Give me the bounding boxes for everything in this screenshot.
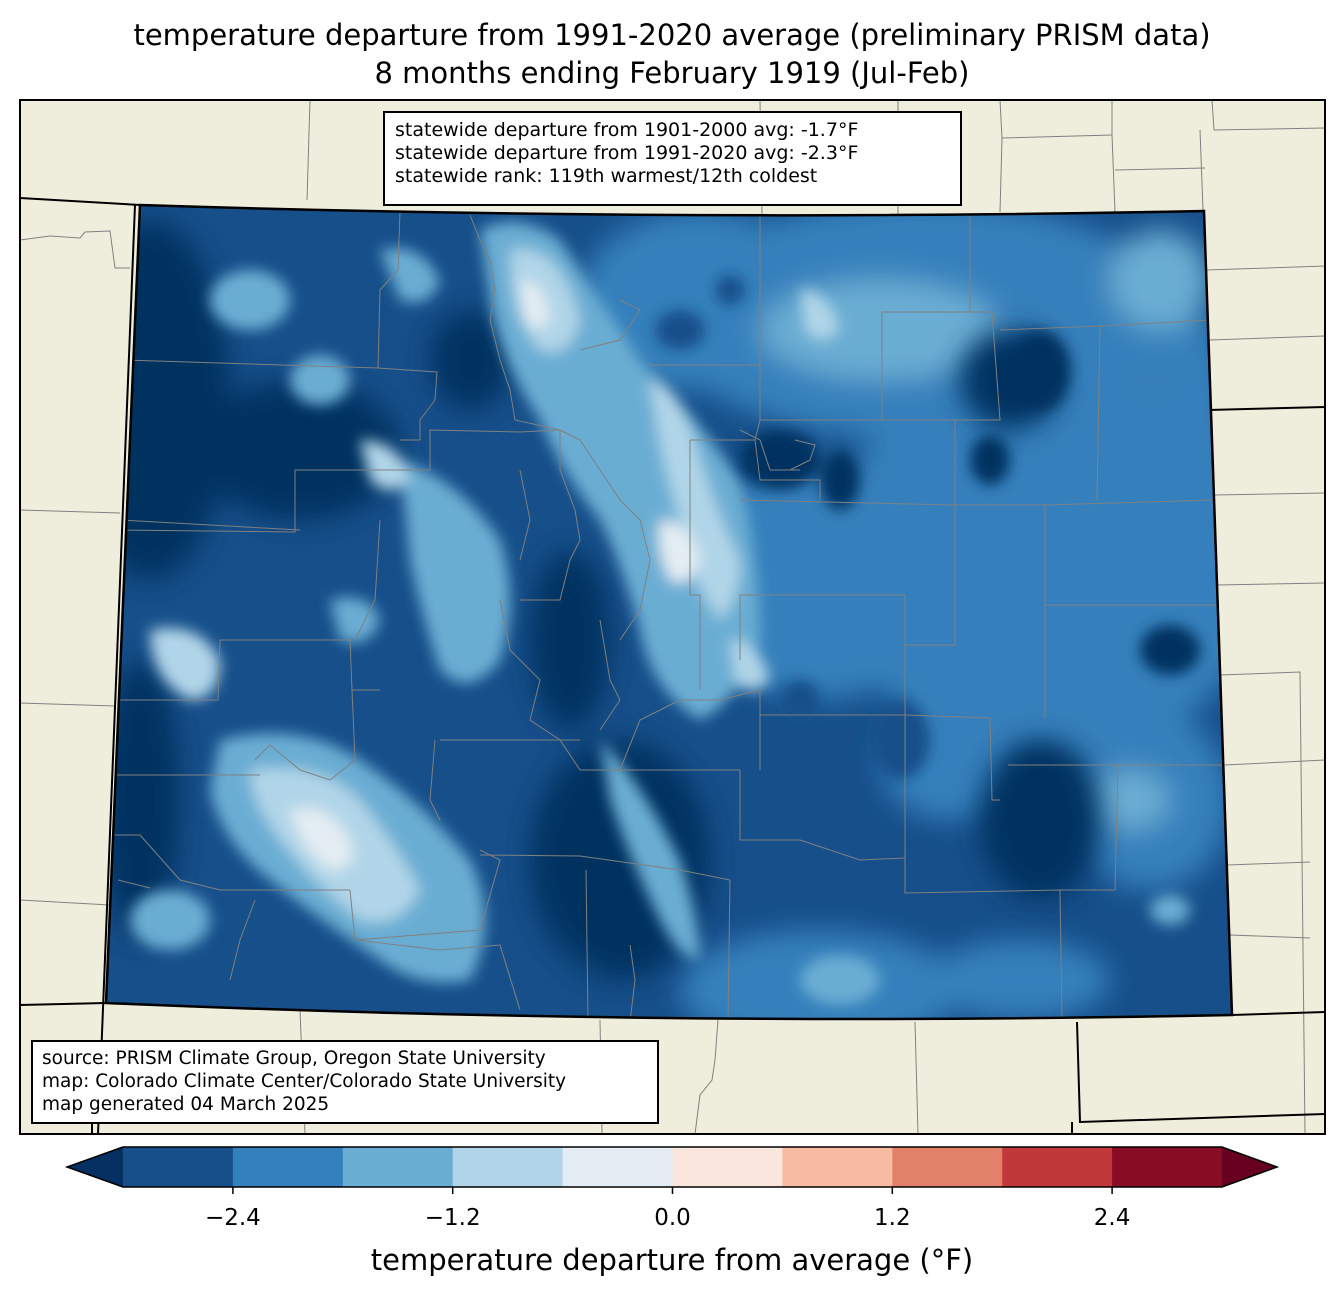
statewide-stats-box: statewide departure from 1901-2000 avg: … [383, 111, 962, 206]
colorado-border [104, 203, 1234, 1021]
colorbar-tick-label: −2.4 [204, 1205, 261, 1231]
generated-date-line: map generated 04 March 2025 [42, 1094, 330, 1115]
colorbar-segment [892, 1147, 1003, 1187]
colorado-county-lines [108, 209, 1225, 1019]
colorbar-ticks [232, 1187, 1113, 1194]
source-line: source: PRISM Climate Group, Oregon Stat… [42, 1048, 546, 1069]
temperature-field [106, 205, 1232, 1019]
map-title: temperature departure from 1991-2020 ave… [133, 18, 1211, 52]
source-box: source: PRISM Climate Group, Oregon Stat… [31, 1040, 659, 1124]
stats-rank: statewide rank: 119th warmest/12th colde… [395, 165, 818, 187]
map-frame [19, 99, 1326, 1135]
colorbar-label: temperature departure from average (°F) [370, 1243, 974, 1277]
colorbar-under-arrow [67, 1147, 123, 1187]
colorbar-segment [232, 1147, 344, 1187]
colorbar-segment [562, 1147, 673, 1187]
colorbar-segment [1112, 1147, 1223, 1187]
map-subtitle: 8 months ending February 1919 (Jul-Feb) [374, 56, 970, 90]
map-credit-line: map: Colorado Climate Center/Colorado St… [42, 1071, 567, 1092]
colorbar-segment [1002, 1147, 1113, 1187]
colorbar-outline [64, 1146, 1280, 1188]
colorbar-segment [342, 1147, 454, 1187]
colorbar-tick-label: −1.2 [424, 1205, 481, 1231]
state-borders [19, 197, 1326, 1135]
colorbar-segment [782, 1147, 893, 1187]
colorbar-over-arrow [1222, 1147, 1277, 1187]
colorbar-tick-label: 1.2 [874, 1205, 911, 1231]
stats-departure-1901: statewide departure from 1901-2000 avg: … [395, 119, 859, 141]
colorbar-segment [123, 1147, 234, 1187]
colorbar-segments [123, 1147, 1223, 1187]
colorbar-segment [452, 1147, 564, 1187]
stats-departure-1991: statewide departure from 1991-2020 avg: … [395, 142, 859, 164]
colorbar-segment [672, 1147, 783, 1187]
colorbar-tick-label: 0.0 [654, 1205, 691, 1231]
colorbar-tick-label: 2.4 [1093, 1205, 1131, 1231]
